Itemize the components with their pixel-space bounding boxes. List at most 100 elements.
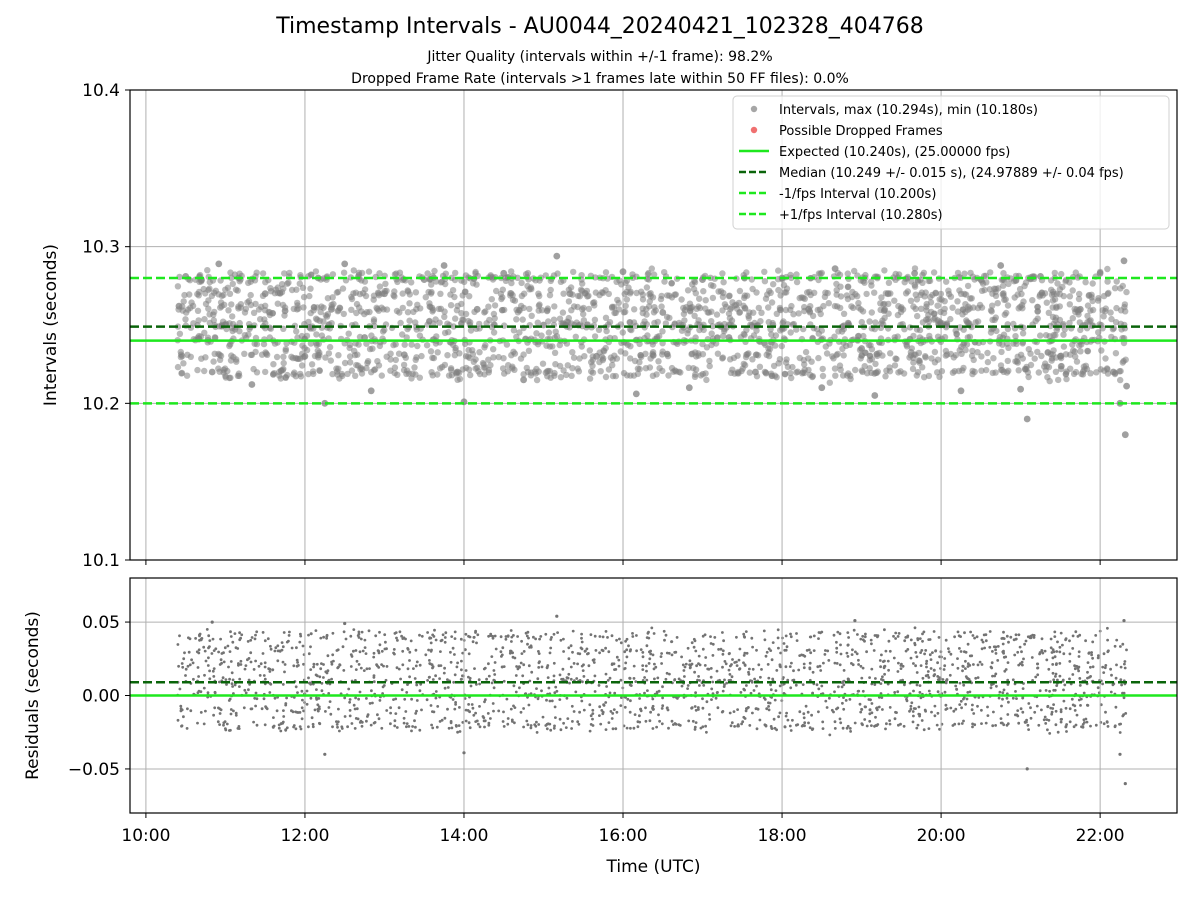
interval-point: [735, 370, 742, 377]
residual-point: [1086, 661, 1090, 664]
interval-point: [830, 355, 837, 362]
interval-point: [1000, 282, 1007, 289]
interval-point: [1102, 355, 1109, 362]
top-y-tick-label-1: 10.2: [82, 394, 120, 414]
interval-point: [907, 348, 915, 356]
residual-point: [510, 635, 514, 639]
residual-point: [991, 724, 995, 728]
interval-point-outlier-59: [1123, 382, 1130, 390]
residual-point: [941, 678, 945, 681]
residual-point: [585, 647, 589, 651]
residual-point: [658, 719, 661, 723]
residual-point: [426, 631, 429, 634]
residual-point: [915, 655, 919, 659]
interval-point: [350, 267, 357, 274]
residual-point: [664, 677, 668, 681]
residual-point: [869, 698, 872, 702]
residual-point: [529, 724, 533, 727]
residual-point: [751, 667, 755, 671]
residual-point: [832, 633, 836, 637]
interval-point: [664, 352, 672, 360]
residual-point: [553, 691, 557, 695]
residual-point: [804, 704, 808, 708]
residual-point: [812, 649, 816, 652]
residual-point: [784, 634, 788, 638]
residual-point: [904, 636, 908, 639]
interval-point: [595, 326, 603, 333]
residual-point: [331, 725, 334, 729]
interval-point: [511, 297, 519, 304]
residual-point: [994, 724, 997, 727]
interval-point: [945, 290, 953, 298]
residual-point: [1014, 633, 1018, 637]
interval-point: [253, 369, 261, 376]
interval-point: [665, 372, 672, 379]
residual-point: [208, 669, 212, 673]
interval-point: [761, 268, 768, 275]
residual-point: [870, 711, 874, 715]
residual-point: [330, 677, 333, 681]
residual-point: [792, 669, 795, 673]
interval-point: [634, 365, 642, 372]
residual-point: [994, 652, 998, 655]
residual-point: [414, 725, 417, 729]
residual-point: [307, 633, 310, 637]
interval-point: [1084, 347, 1091, 355]
interval-point: [296, 280, 303, 287]
interval-point: [201, 316, 208, 323]
residual-point: [429, 641, 433, 645]
interval-point: [1104, 278, 1111, 285]
interval-point: [885, 300, 892, 308]
residual-point: [808, 678, 812, 682]
interval-point: [795, 310, 802, 317]
interval-point: [1042, 360, 1049, 367]
residual-point: [875, 708, 879, 712]
residual-point: [670, 640, 674, 643]
residual-point: [434, 696, 438, 700]
residual-point: [1071, 703, 1075, 707]
interval-point: [957, 274, 964, 281]
interval-point: [723, 303, 730, 310]
top-plot-frame: [129, 89, 1178, 561]
residual-point: [719, 647, 723, 651]
interval-point: [301, 344, 308, 352]
interval-point: [513, 316, 520, 323]
residual-point: [477, 678, 481, 682]
residual-point: [264, 706, 268, 710]
residual-point: [1040, 708, 1043, 712]
residual-point: [536, 677, 540, 681]
residual-point: [1007, 640, 1010, 644]
interval-point: [570, 303, 578, 310]
residual-point: [322, 663, 325, 666]
top-y-tick-label-2: 10.3: [82, 238, 120, 258]
residual-point: [260, 707, 264, 711]
interval-point: [526, 305, 533, 313]
residual-point: [1040, 649, 1044, 652]
interval-point: [765, 352, 773, 360]
residual-point: [357, 697, 360, 701]
residual-point: [768, 701, 772, 705]
residual-point: [805, 649, 809, 652]
interval-point: [659, 328, 666, 335]
residual-point: [652, 667, 656, 671]
residual-point: [509, 629, 513, 632]
residual-point: [883, 672, 886, 676]
residual-point: [307, 676, 310, 680]
interval-point: [1066, 319, 1073, 327]
interval-point: [1034, 348, 1041, 356]
residual-point: [490, 655, 494, 658]
residual-point: [571, 720, 574, 723]
residual-point: [872, 649, 876, 652]
residual-point: [1050, 651, 1054, 654]
interval-point: [313, 341, 320, 348]
interval-point: [391, 293, 398, 300]
x-tick-label-3: 16:00: [599, 826, 648, 846]
interval-point: [227, 357, 235, 364]
residual-point: [817, 710, 820, 714]
residual-point: [597, 684, 601, 687]
residual-point: [610, 717, 614, 720]
residual-point: [443, 686, 447, 690]
interval-point: [659, 351, 666, 358]
residual-point: [824, 699, 828, 703]
interval-point: [1000, 331, 1008, 338]
